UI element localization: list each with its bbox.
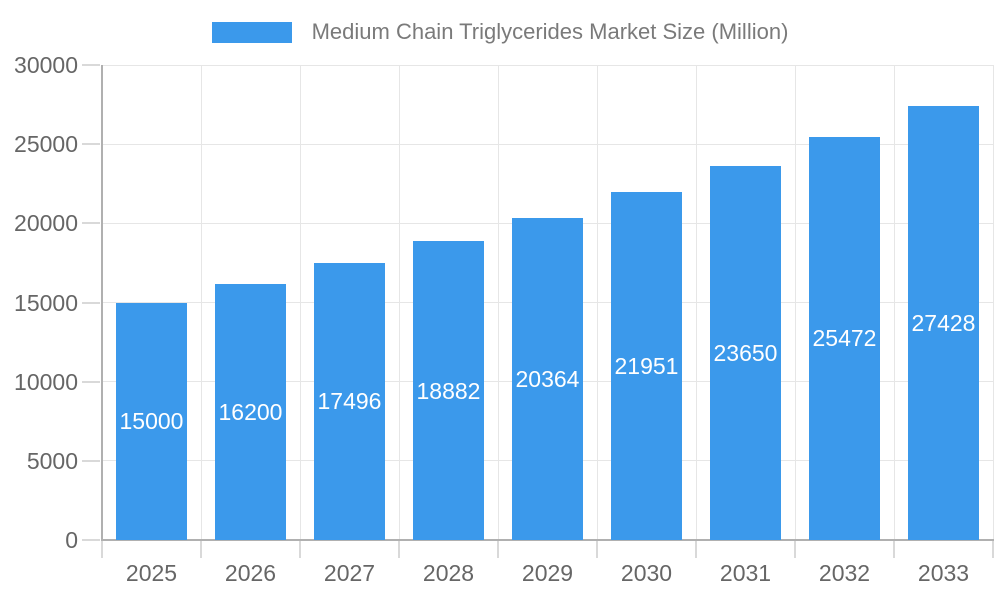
x-tick-label: 2031 [719, 560, 772, 586]
bar-value-label: 17496 [317, 388, 382, 415]
x-tick-label: 2029 [521, 560, 574, 586]
x-tick-label: 2026 [224, 560, 277, 586]
y-axis-tick [82, 301, 100, 304]
x-tick-label: 2033 [917, 560, 970, 586]
legend: Medium Chain Triglycerides Market Size (… [0, 18, 1000, 46]
bar-value-label: 16200 [218, 398, 283, 425]
gridline-vertical [398, 65, 400, 540]
x-tick-label: 2025 [125, 560, 178, 586]
y-tick-label: 15000 [14, 289, 78, 316]
x-tick-label: 2032 [818, 560, 871, 586]
gridline-vertical [992, 65, 994, 540]
x-axis-tick [695, 540, 697, 558]
bar-value-label: 25472 [812, 325, 877, 352]
bar [413, 241, 484, 540]
x-axis-tick [497, 540, 499, 558]
bar [512, 217, 583, 540]
legend-label: Medium Chain Triglycerides Market Size (… [311, 19, 789, 44]
bar [710, 165, 781, 540]
x-axis-tick [299, 540, 301, 558]
bar-value-label: 21951 [614, 353, 679, 380]
y-tick-label: 0 [65, 527, 78, 553]
x-axis-tick [596, 540, 598, 558]
x-tick-label: 2030 [620, 560, 673, 586]
y-tick-label: 5000 [26, 447, 78, 474]
gridline-vertical [596, 65, 598, 540]
bar [809, 136, 880, 540]
bar [908, 105, 979, 540]
y-tick-label: 30000 [14, 52, 78, 78]
y-tick-label: 20000 [14, 210, 78, 237]
y-axis-tick [82, 222, 100, 225]
gridline-vertical [794, 65, 796, 540]
bar-value-label: 18882 [416, 377, 481, 404]
x-tick-label: 2027 [323, 560, 376, 586]
gridline-horizontal [102, 143, 993, 145]
gridline-vertical [299, 65, 301, 540]
x-axis-tick [200, 540, 202, 558]
y-tick-label: 10000 [14, 368, 78, 395]
bar-value-label: 20364 [515, 365, 580, 392]
y-axis-tick [82, 459, 100, 462]
x-axis-line [101, 539, 994, 541]
legend-swatch [211, 21, 292, 43]
y-axis-tick [82, 380, 100, 383]
x-axis-tick [794, 540, 796, 558]
y-axis-line [101, 65, 103, 540]
x-axis-tick [893, 540, 895, 558]
bar-value-label: 27428 [911, 309, 976, 336]
bar [314, 262, 385, 540]
bar-value-label: 15000 [119, 408, 184, 435]
gridline-vertical [893, 65, 895, 540]
gridline-vertical [497, 65, 499, 540]
x-axis-tick [398, 540, 400, 558]
y-axis-tick [82, 143, 100, 146]
x-axis-tick [992, 540, 994, 558]
y-axis-tick [82, 64, 100, 66]
bar-value-label: 23650 [713, 339, 778, 366]
bar [215, 283, 286, 540]
gridline-vertical [200, 65, 202, 540]
y-tick-label: 25000 [14, 131, 78, 158]
bar [116, 302, 187, 540]
gridline-vertical [695, 65, 697, 540]
gridline-horizontal [102, 64, 993, 66]
x-tick-label: 2028 [422, 560, 475, 586]
bar [611, 192, 682, 540]
x-axis-tick [101, 540, 103, 558]
y-axis-tick [82, 539, 100, 541]
